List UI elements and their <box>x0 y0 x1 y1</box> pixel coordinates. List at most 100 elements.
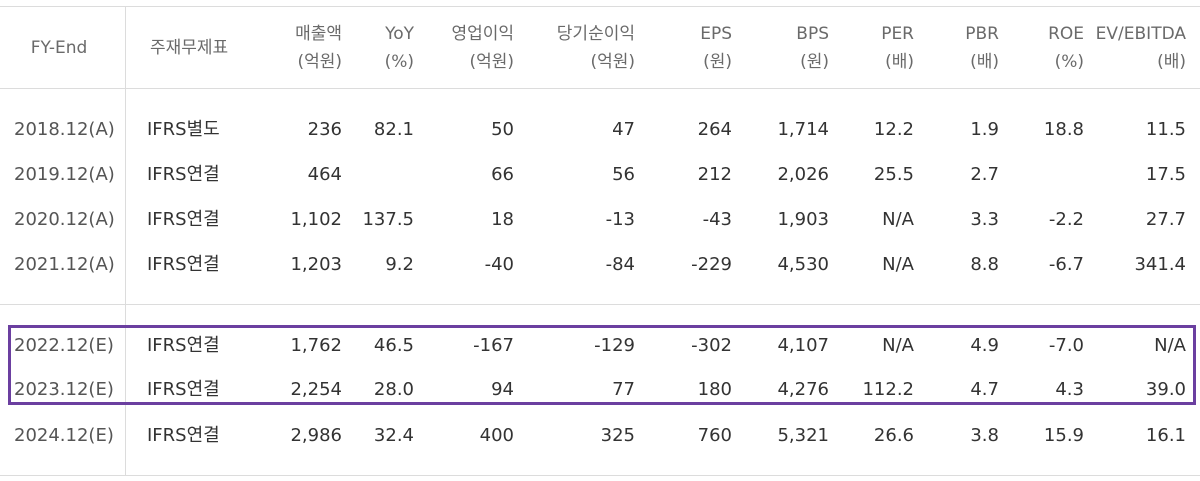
ev-ebitda-cell: 341.4 <box>1134 254 1186 275</box>
yoy-cell: 28.0 <box>373 379 414 400</box>
fy-cell: 2023.12(E) <box>14 379 114 400</box>
net-income-cell: 325 <box>600 425 635 446</box>
roe-cell: -2.2 <box>1048 209 1084 230</box>
header-yoy: YoY (%) <box>384 24 414 72</box>
sales-cell: 2,254 <box>290 379 342 400</box>
fy-cell: 2021.12(A) <box>14 254 115 275</box>
per-cell: N/A <box>882 254 914 275</box>
report-cell: IFRS연결 <box>147 254 220 275</box>
roe-cell: 4.3 <box>1055 379 1084 400</box>
roe-cell <box>1020 153 1084 197</box>
header-per: PER (배) <box>881 24 914 72</box>
operating-income-cell: 18 <box>491 209 514 230</box>
bps-cell: 4,530 <box>777 254 829 275</box>
column-divider <box>125 6 126 476</box>
yoy-cell: 9.2 <box>385 254 414 275</box>
roe-cell: -7.0 <box>1048 335 1084 356</box>
net-income-cell: -84 <box>605 254 635 275</box>
eps-cell: -302 <box>691 335 732 356</box>
bps-cell: 1,714 <box>777 119 829 140</box>
bps-cell: 2,026 <box>777 164 829 185</box>
report-cell: IFRS연결 <box>147 164 220 185</box>
header-roe: ROE (%) <box>1048 24 1084 72</box>
per-cell: 12.2 <box>873 119 914 140</box>
operating-income-cell: -167 <box>473 335 514 356</box>
eps-cell: 760 <box>697 425 732 446</box>
yoy-cell: 137.5 <box>362 209 414 230</box>
table-row-2018: 2018.12(A) IFRS별도 236 82.1 50 47 264 1,7… <box>0 108 1200 152</box>
section-divider-rule <box>0 304 1200 305</box>
header-pbr: PBR (배) <box>965 24 999 72</box>
net-income-cell: 56 <box>612 164 635 185</box>
header-sales: 매출액 (억원) <box>295 24 342 72</box>
yoy-cell: 82.1 <box>373 119 414 140</box>
header-eps: EPS (원) <box>700 24 732 72</box>
report-cell: IFRS연결 <box>147 209 220 230</box>
pbr-cell: 3.3 <box>970 209 999 230</box>
yoy-cell <box>350 153 414 197</box>
header-net-income: 당기순이익 (억원) <box>556 24 635 72</box>
roe-cell: -6.7 <box>1048 254 1084 275</box>
pbr-cell: 3.8 <box>970 425 999 446</box>
table-row-2023: 2023.12(E) IFRS연결 2,254 28.0 94 77 180 4… <box>0 368 1200 412</box>
table-bottom-rule <box>0 475 1200 476</box>
per-cell: 26.6 <box>873 425 914 446</box>
ev-ebitda-cell: 11.5 <box>1145 119 1186 140</box>
ev-ebitda-cell: 16.1 <box>1145 425 1186 446</box>
sales-cell: 2,986 <box>290 425 342 446</box>
per-cell: N/A <box>882 209 914 230</box>
per-cell: N/A <box>882 335 914 356</box>
sales-cell: 236 <box>307 119 342 140</box>
sales-cell: 1,203 <box>290 254 342 275</box>
ev-ebitda-cell: 39.0 <box>1145 379 1186 400</box>
header-ev-ebitda: EV/EBITDA (배) <box>1095 24 1186 72</box>
pbr-cell: 1.9 <box>970 119 999 140</box>
header-bps: BPS (원) <box>796 24 829 72</box>
fy-cell: 2020.12(A) <box>14 209 115 230</box>
eps-cell: 180 <box>697 379 732 400</box>
per-cell: 112.2 <box>862 379 914 400</box>
sales-cell: 1,762 <box>290 335 342 356</box>
net-income-cell: 77 <box>612 379 635 400</box>
ev-ebitda-cell: 27.7 <box>1145 209 1186 230</box>
ev-ebitda-cell: N/A <box>1154 335 1186 356</box>
report-cell: IFRS연결 <box>147 425 220 446</box>
bps-cell: 1,903 <box>777 209 829 230</box>
header-report-type: 주재무제표 <box>150 38 229 58</box>
bps-cell: 4,276 <box>777 379 829 400</box>
roe-cell: 15.9 <box>1043 425 1084 446</box>
pbr-cell: 4.7 <box>970 379 999 400</box>
yoy-cell: 32.4 <box>373 425 414 446</box>
fy-cell: 2018.12(A) <box>14 119 115 140</box>
header-fy-end: FY-End <box>30 38 88 58</box>
ev-ebitda-cell: 17.5 <box>1145 164 1186 185</box>
pbr-cell: 2.7 <box>970 164 999 185</box>
report-cell: IFRS별도 <box>147 119 220 140</box>
operating-income-cell: 66 <box>491 164 514 185</box>
operating-income-cell: 400 <box>479 425 514 446</box>
table-row-2024: 2024.12(E) IFRS연결 2,986 32.4 400 325 760… <box>0 414 1200 458</box>
header-operating-income: 영업이익 (억원) <box>451 24 514 72</box>
table-row-2019: 2019.12(A) IFRS연결 464 66 56 212 2,026 25… <box>0 153 1200 197</box>
eps-cell: -229 <box>691 254 732 275</box>
eps-cell: -43 <box>702 209 732 230</box>
per-cell: 25.5 <box>873 164 914 185</box>
net-income-cell: -13 <box>605 209 635 230</box>
pbr-cell: 4.9 <box>970 335 999 356</box>
bps-cell: 4,107 <box>777 335 829 356</box>
report-cell: IFRS연결 <box>147 379 220 400</box>
yoy-cell: 46.5 <box>373 335 414 356</box>
fy-cell: 2022.12(E) <box>14 335 114 356</box>
header-bottom-rule <box>0 88 1200 89</box>
eps-cell: 264 <box>697 119 732 140</box>
sales-cell: 1,102 <box>290 209 342 230</box>
fy-cell: 2019.12(A) <box>14 164 115 185</box>
roe-cell: 18.8 <box>1043 119 1084 140</box>
eps-cell: 212 <box>697 164 732 185</box>
table-row-2022: 2022.12(E) IFRS연결 1,762 46.5 -167 -129 -… <box>0 324 1200 368</box>
sales-cell: 464 <box>307 164 342 185</box>
net-income-cell: -129 <box>594 335 635 356</box>
pbr-cell: 8.8 <box>970 254 999 275</box>
net-income-cell: 47 <box>612 119 635 140</box>
